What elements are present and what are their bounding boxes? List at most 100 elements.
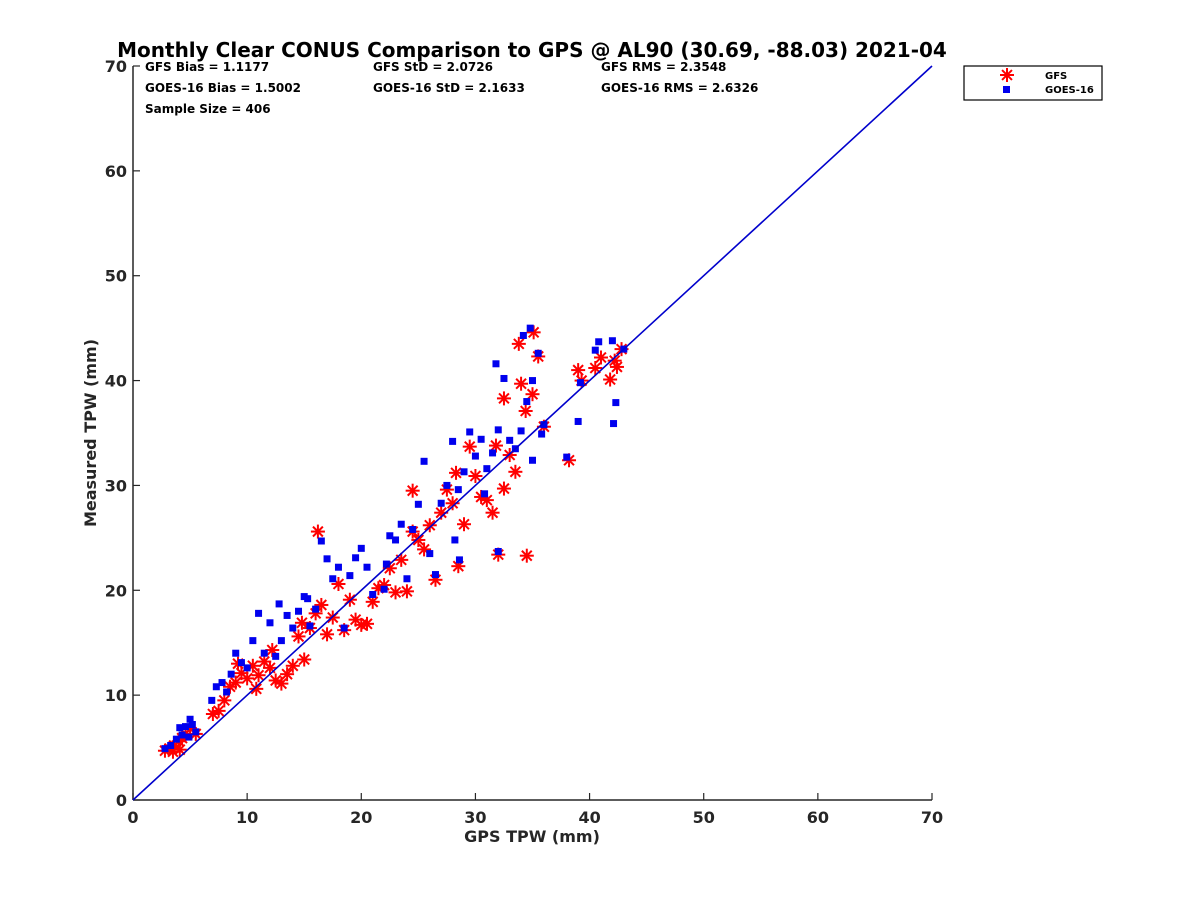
gfs-point [518, 403, 533, 418]
goes16-point [431, 571, 439, 579]
y-tick-label: 50 [105, 267, 127, 286]
goes-std-stat: GOES-16 StD = 2.1633 [373, 81, 525, 95]
gfs-point [405, 483, 420, 498]
gfs-point [291, 629, 306, 644]
goes16-point [275, 600, 283, 608]
legend-marker-goes16 [1003, 86, 1010, 93]
gfs-point [571, 363, 586, 378]
goes16-point [529, 456, 536, 464]
goes16-point [172, 735, 180, 743]
goes16-point [363, 563, 371, 571]
gfs-point [525, 387, 540, 402]
x-tick-label: 10 [236, 808, 258, 827]
goes16-point [483, 465, 491, 473]
goes16-point [283, 611, 291, 619]
goes16-point [454, 486, 462, 494]
goes16-point [260, 649, 268, 657]
sample-size-stat: Sample Size = 406 [145, 102, 271, 116]
goes16-point [357, 544, 365, 552]
stats-block: GFS Bias = 1.1177 GFS StD = 2.0726 GFS R… [145, 60, 758, 116]
goes16-point [329, 575, 337, 583]
goes16-point [249, 637, 257, 645]
goes16-point [492, 360, 500, 368]
goes16-point [523, 398, 531, 406]
goes16-point [397, 520, 405, 528]
gfs-point [485, 505, 500, 520]
x-tick-label: 40 [578, 808, 600, 827]
gfs-point [172, 742, 187, 757]
gfs-point [511, 336, 526, 351]
y-tick-label: 10 [105, 686, 127, 705]
goes16-point [608, 337, 616, 345]
goes16-point [443, 481, 451, 489]
gfs-point [217, 693, 232, 708]
y-tick-label: 60 [105, 162, 127, 181]
gfs-point [274, 676, 289, 691]
goes16-point [218, 679, 226, 687]
goes16-point [289, 624, 297, 632]
goes16-point [255, 609, 263, 617]
gfs-point [297, 652, 312, 667]
gfs-point [211, 703, 226, 718]
gfs-point [310, 524, 325, 539]
x-tick-label: 50 [693, 808, 715, 827]
y-tick-label: 70 [105, 57, 127, 76]
gfs-point [445, 496, 460, 511]
goes16-point [186, 715, 194, 723]
goes16-point [243, 664, 251, 672]
gfs-point [457, 517, 472, 532]
legend-label-gfs: GFS [1045, 71, 1067, 82]
gfs-point [519, 548, 534, 563]
goes16-point [167, 741, 175, 749]
axes [132, 66, 932, 801]
goes16-point [182, 723, 190, 731]
gfs-point [399, 584, 414, 599]
y-axis-label: Measured TPW (mm) [81, 339, 100, 527]
goes16-point [237, 659, 245, 667]
goes16-point [426, 550, 434, 558]
y-tick-label: 20 [105, 581, 127, 600]
goes16-point [489, 449, 497, 457]
gfs-rms-stat: GFS RMS = 2.3548 [601, 60, 726, 74]
goes16-point [212, 683, 220, 691]
goes16-point [188, 721, 196, 729]
goes16-point [612, 399, 620, 407]
goes16-point [223, 688, 231, 696]
goes16-point [517, 427, 525, 435]
gfs-point [468, 468, 483, 483]
goes16-point [519, 331, 527, 339]
legend-marker-gfs [1000, 68, 1014, 82]
goes16-point [455, 556, 463, 564]
gfs-point [411, 532, 426, 547]
goes-bias-stat: GOES-16 Bias = 1.5002 [145, 81, 301, 95]
gfs-point [388, 585, 403, 600]
gfs-point [514, 376, 529, 391]
x-axis-label: GPS TPW (mm) [464, 827, 600, 846]
goes16-point [178, 731, 186, 739]
goes16-point [227, 670, 235, 678]
goes16-point [346, 572, 354, 580]
goes16-point [208, 696, 216, 704]
goes16-point [451, 536, 459, 544]
goes16-point [481, 490, 489, 498]
goes16-point [477, 435, 485, 443]
gfs-point [240, 671, 255, 686]
x-tick-label: 20 [350, 808, 372, 827]
gfs-point [462, 439, 477, 454]
goes-rms-stat: GOES-16 RMS = 2.6326 [601, 81, 758, 95]
goes16-point [460, 468, 468, 476]
legend-box [963, 65, 1103, 101]
one-to-one-line [132, 65, 933, 801]
goes16-point [185, 733, 193, 741]
goes16-point [306, 622, 314, 630]
gfs-std-stat: GFS StD = 2.0726 [373, 60, 493, 74]
goes16-point [369, 590, 377, 598]
gfs-point [422, 518, 437, 533]
series-gfs [157, 325, 629, 759]
goes16-point [272, 652, 280, 660]
gfs-point [251, 668, 266, 683]
gfs-point [228, 675, 243, 690]
goes16-point [591, 346, 599, 354]
goes16-point [334, 563, 342, 571]
